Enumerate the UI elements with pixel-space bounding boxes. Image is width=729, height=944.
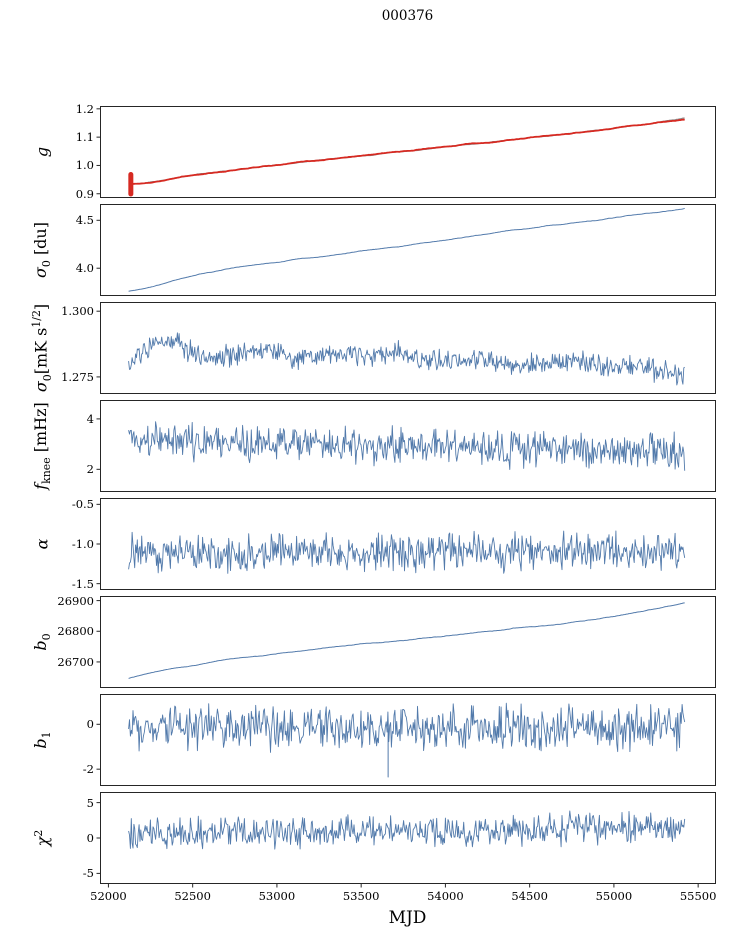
series-alpha [128,530,686,574]
y-tick-label-alpha: -0.5 [71,497,94,512]
plot-area-sigma0-du [96,204,716,296]
x-axis-label: MJD [388,908,427,928]
series-sigma0-du [128,207,685,292]
subplot-g: g 0.9 1.0 1.1 1.2 [0,102,729,204]
y-tick-label-b0: 26900 [57,593,94,608]
y-tick-label-b1: -2 [82,762,94,777]
subplot-b1: b1 0 -2 [0,694,729,792]
y-tick-label-chi2: 0 [86,831,94,845]
y-tick-label-b0: 26800 [57,624,94,639]
x-tick-label: 52000 [90,889,127,903]
series-g-gain [128,118,685,186]
x-tick-label: 52500 [174,889,211,903]
y-tick-label-sigma0-mk: 1.275 [61,369,94,384]
series-b0 [128,602,685,679]
plot-area-b0 [96,596,716,688]
y-tick-label-chi2: -5 [82,866,94,881]
y-tick-label-sigma0-du: 4.5 [75,213,94,228]
y-tick-label-fknee: 4 [86,411,94,426]
subplot-sigma0-du: σ0 [du] 4.5 4.0 [0,204,729,302]
series-chi2 [128,810,686,850]
x-tick-label: 55500 [679,889,717,903]
plot-area-b1 [96,694,716,786]
y-tick-label-chi2: 5 [86,795,94,810]
y-tick-label-sigma0-mk: 1.300 [61,304,94,319]
series-sigma0-mk [128,332,685,386]
x-tick-label: 53000 [258,889,296,903]
y-tick-label-alpha: -1.5 [71,576,94,591]
y-tick-label-b1: 0 [86,717,94,732]
plot-area-chi2 [96,792,716,888]
x-tick-label: 54500 [511,889,548,903]
x-tick-label: 55000 [595,889,633,903]
y-tick-label-g: 1.2 [75,101,94,116]
y-tick-label-g: 1.1 [75,130,94,145]
x-tick-label: 54000 [427,889,464,903]
subplot-chi2: χ2 5 0 -5 [0,792,729,890]
subplot-b0: b0 26900 26800 26700 [0,593,729,694]
y-tick-label-g: 0.9 [75,186,94,201]
subplot-fknee: fknee [mHz] 4 2 [0,400,729,498]
series-b1 [128,702,686,753]
y-tick-label-sigma0-du: 4.0 [75,261,94,276]
y-tick-label-fknee: 2 [86,462,94,477]
figure-title: 000376 [381,8,434,24]
plot-area-fknee [96,400,716,492]
y-tick-label-alpha: -1.0 [71,537,94,551]
x-tick-label: 53500 [342,889,380,903]
subplot-alpha: α -0.5 -1.0 -1.5 [0,497,729,596]
y-tick-label-g: 1.0 [75,158,94,173]
series-fknee [128,421,686,471]
x-axis-tick-labels: 52000 52500 53000 53500 54000 54500 55000 55500 [0,889,729,905]
plot-area-g [96,106,716,198]
plot-area-sigma0-mk [96,302,716,394]
y-tick-label-b0: 26700 [57,654,94,669]
subplot-sigma0-mk: σ0[mK s1/2] 1.300 1.275 [0,302,729,400]
subplot-stack: g 0.9 1.0 1.1 1.2 σ0 [du] 4.5 4.0 σ0[mK s1/2] 1.3… [0,102,729,890]
plot-area-alpha [96,498,716,590]
